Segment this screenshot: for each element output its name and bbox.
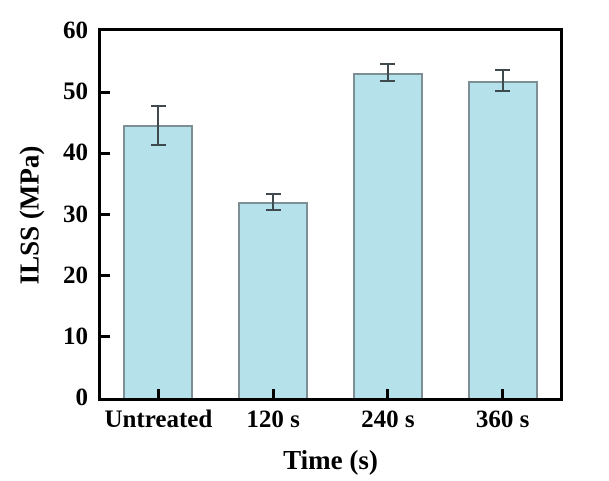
x-axis-tick — [501, 389, 505, 398]
x-axis-tick — [156, 389, 160, 398]
plot-inner-area — [101, 31, 560, 398]
y-axis-tick — [101, 151, 110, 155]
y-tick-label: 20 — [63, 261, 88, 289]
y-axis-tick — [101, 335, 110, 339]
bar — [467, 80, 538, 398]
error-bar-cap — [380, 80, 396, 83]
x-tick-label: 120 s — [246, 406, 300, 433]
bar — [238, 202, 309, 398]
error-bar-line — [157, 105, 160, 145]
error-bar-cap — [265, 209, 281, 212]
y-tick-label: 10 — [63, 322, 88, 350]
x-axis-title: Time (s) — [283, 445, 378, 475]
y-axis-tick — [101, 213, 110, 216]
error-bar-line — [272, 194, 275, 211]
error-bar-cap — [495, 69, 511, 72]
x-tick-label: 360 s — [475, 406, 530, 433]
x-tick-label: Untreated — [104, 406, 213, 433]
y-tick-label: 50 — [63, 78, 88, 106]
error-bar-cap — [265, 193, 281, 196]
error-bar-cap — [150, 143, 166, 146]
x-axis-tick — [271, 389, 275, 398]
y-tick-label: 0 — [75, 384, 89, 411]
bar — [123, 125, 194, 398]
y-axis-tick — [101, 274, 110, 278]
error-bar-cap — [150, 104, 166, 107]
y-tick-label: 30 — [63, 200, 88, 228]
error-bar-line — [386, 64, 389, 82]
plot-area — [98, 28, 563, 401]
bar — [352, 72, 423, 398]
y-tick-label: 40 — [63, 139, 88, 167]
error-bar-cap — [380, 63, 396, 66]
error-bar-cap — [495, 89, 511, 92]
y-tick-label: 60 — [63, 17, 88, 44]
x-tick-label: 240 s — [361, 406, 415, 433]
x-axis-tick — [386, 389, 390, 398]
error-bar-line — [501, 70, 504, 91]
y-axis-tick — [101, 90, 110, 94]
